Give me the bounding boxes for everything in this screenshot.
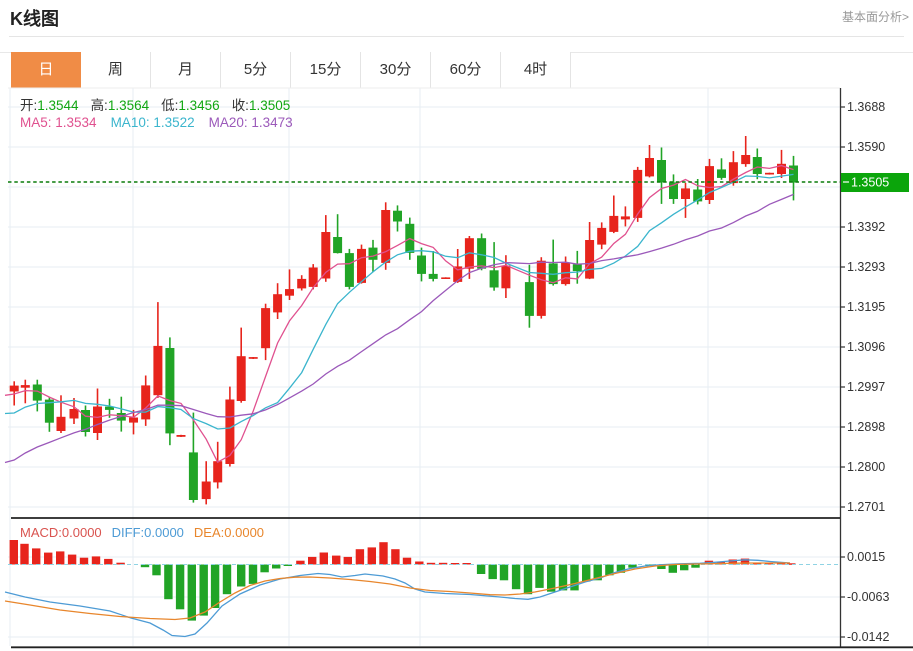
svg-text:1.3590: 1.3590 [847, 140, 885, 154]
svg-text:0.0015: 0.0015 [847, 550, 885, 564]
svg-text:1.3293: 1.3293 [847, 260, 885, 274]
svg-text:1.3392: 1.3392 [847, 220, 885, 234]
svg-text:1.3688: 1.3688 [847, 100, 885, 114]
svg-text:-0.0063: -0.0063 [847, 590, 889, 604]
svg-text:1.3195: 1.3195 [847, 300, 885, 314]
svg-text:1.2898: 1.2898 [847, 420, 885, 434]
svg-text:-0.0142: -0.0142 [847, 630, 889, 644]
svg-text:1.3505: 1.3505 [851, 176, 889, 190]
svg-text:1.3096: 1.3096 [847, 340, 885, 354]
svg-text:1.2800: 1.2800 [847, 460, 885, 474]
svg-text:1.2701: 1.2701 [847, 500, 885, 514]
svg-text:1.2997: 1.2997 [847, 380, 885, 394]
